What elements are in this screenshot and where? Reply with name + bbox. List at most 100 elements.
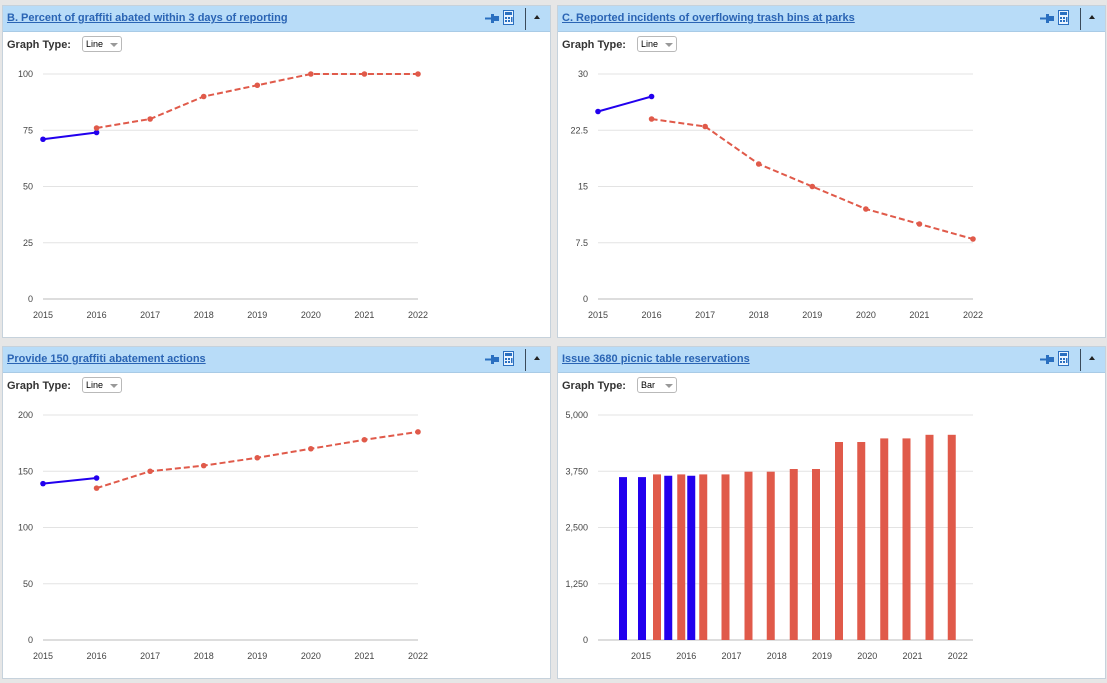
- bar: [619, 477, 627, 640]
- collapse-icon[interactable]: [1087, 353, 1097, 363]
- collapse-icon[interactable]: [532, 12, 542, 22]
- series-line: [42, 477, 97, 485]
- bar: [653, 474, 661, 640]
- y-tick-label: 100: [18, 523, 33, 533]
- panel-title-link[interactable]: C. Reported incidents of overflowing tra…: [562, 12, 855, 24]
- calculator-icon[interactable]: [503, 10, 514, 25]
- y-tick-label: 0: [583, 294, 588, 304]
- panel-title-link[interactable]: B. Percent of graffiti abated within 3 d…: [7, 12, 288, 24]
- data-point: [40, 136, 46, 143]
- series-line: [651, 118, 974, 240]
- y-tick-label: 1,250: [565, 579, 588, 589]
- pin-icon[interactable]: [1040, 13, 1054, 24]
- chevron-down-icon: [665, 384, 673, 388]
- header-divider: [1080, 8, 1081, 30]
- y-tick-label: 75: [23, 125, 33, 135]
- y-tick-label: 3,750: [565, 466, 588, 476]
- x-tick-label: 2021: [354, 651, 374, 661]
- data-point: [93, 475, 100, 481]
- graph-type-label: Graph Type:: [562, 380, 626, 392]
- chevron-down-icon: [110, 43, 118, 47]
- header-divider: [525, 8, 526, 30]
- bar: [744, 471, 753, 640]
- x-tick-label: 2021: [909, 310, 929, 320]
- y-tick-label: 22.5: [570, 125, 588, 135]
- y-tick-label: 0: [28, 294, 33, 304]
- panel-picnic-reservations: Issue 3680 picnic table reservations Gra…: [557, 346, 1106, 679]
- header-divider: [1080, 349, 1081, 371]
- data-point: [200, 93, 207, 100]
- chart-area: 0 1,250 2,500 3,750 5,000 2015 2016 2017 2018 201…: [565, 410, 973, 661]
- x-tick-label: 2016: [676, 651, 696, 661]
- bar: [638, 477, 646, 640]
- x-tick-label: 2018: [194, 651, 214, 661]
- collapse-icon[interactable]: [532, 353, 542, 363]
- calculator-icon[interactable]: [1058, 10, 1069, 25]
- y-tick-label: 25: [23, 238, 33, 248]
- bar: [812, 469, 820, 640]
- x-tick-label: 2015: [33, 651, 53, 661]
- data-point: [809, 183, 816, 190]
- calculator-icon[interactable]: [503, 351, 514, 366]
- x-tick-label: 2018: [767, 651, 787, 661]
- header-divider: [525, 349, 526, 371]
- data-point: [254, 82, 261, 89]
- data-point: [648, 93, 655, 100]
- data-point: [254, 454, 261, 461]
- y-tick-label: 5,000: [565, 410, 588, 420]
- x-tick-label: 2022: [408, 651, 428, 661]
- collapse-icon[interactable]: [1087, 12, 1097, 22]
- pin-icon[interactable]: [1040, 354, 1054, 365]
- data-point: [970, 236, 976, 242]
- y-tick-label: 7.5: [575, 238, 588, 248]
- graph-type-label: Graph Type:: [7, 380, 71, 392]
- x-tick-label: 2021: [354, 310, 374, 320]
- y-tick-label: 2,500: [565, 523, 588, 533]
- pin-icon[interactable]: [485, 354, 499, 365]
- y-tick-label: 0: [28, 635, 33, 645]
- data-point: [415, 71, 421, 77]
- panel-header: Provide 150 graffiti abatement actions: [3, 347, 550, 373]
- bar: [835, 442, 843, 640]
- x-tick-label: 2019: [802, 310, 822, 320]
- x-tick-label: 2019: [247, 310, 267, 320]
- bar: [699, 474, 708, 640]
- data-point: [147, 468, 153, 475]
- data-point: [648, 116, 655, 122]
- x-tick-label: 2022: [948, 651, 968, 661]
- data-point: [200, 462, 207, 469]
- data-point: [755, 161, 762, 167]
- calculator-icon[interactable]: [1058, 351, 1069, 366]
- graph-type-select[interactable]: Line: [82, 36, 122, 52]
- panel-title-link[interactable]: Provide 150 graffiti abatement actions: [7, 353, 206, 365]
- graph-type-value: Bar: [641, 380, 656, 390]
- pin-icon[interactable]: [485, 13, 499, 24]
- panel-title-link[interactable]: Issue 3680 picnic table reservations: [562, 353, 750, 365]
- bar: [880, 438, 889, 640]
- x-tick-label: 2020: [856, 310, 876, 320]
- chevron-down-icon: [665, 43, 673, 47]
- data-point: [702, 123, 708, 130]
- graph-type-select[interactable]: Bar: [637, 377, 677, 393]
- bar: [687, 475, 696, 640]
- graph-type-select[interactable]: Line: [82, 377, 122, 393]
- panel-graffiti-percent: B. Percent of graffiti abated within 3 d…: [2, 5, 551, 338]
- x-tick-label: 2017: [140, 310, 160, 320]
- graph-type-value: Line: [86, 39, 104, 49]
- bar: [766, 471, 775, 640]
- data-point: [361, 436, 368, 443]
- panel-header: C. Reported incidents of overflowing tra…: [558, 6, 1105, 32]
- data-point: [361, 71, 368, 77]
- data-point: [40, 480, 46, 487]
- panel-header: B. Percent of graffiti abated within 3 d…: [3, 6, 550, 32]
- data-point: [93, 129, 100, 136]
- x-tick-label: 2018: [194, 310, 214, 320]
- data-point: [308, 445, 314, 452]
- x-tick-label: 2022: [408, 310, 428, 320]
- y-tick-label: 30: [578, 69, 588, 79]
- series-line: [42, 131, 97, 141]
- bar: [925, 434, 934, 640]
- data-point: [916, 221, 923, 227]
- chart-area: 0 50 100 150 200 2015 2016 2017 2018 2019 2020 2021…: [18, 410, 428, 661]
- graph-type-select[interactable]: Line: [637, 36, 677, 52]
